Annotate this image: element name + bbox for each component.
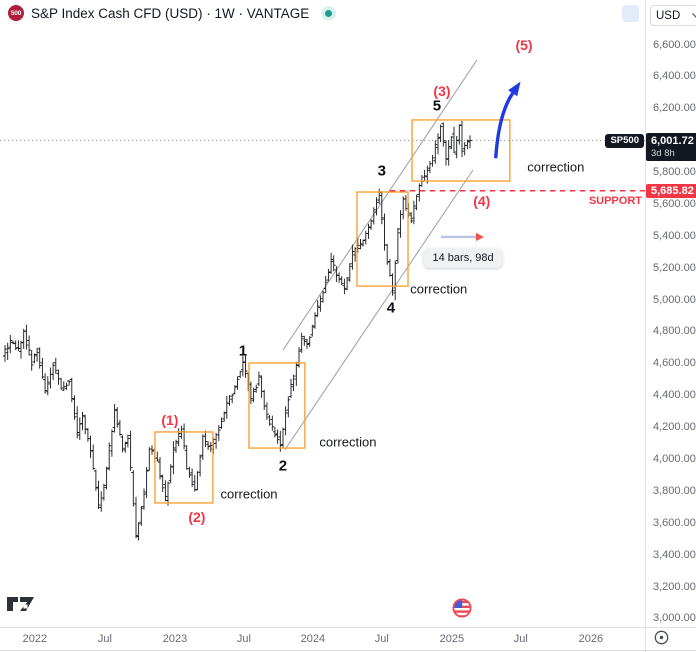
time-tick-2022: 2022 — [22, 633, 48, 645]
correction-box-correction-wave-2-circle[interactable] — [154, 431, 214, 504]
measure-tooltip: 14 bars, 98d — [423, 248, 503, 269]
time-tick-Jul: Jul — [513, 633, 528, 645]
price-tick-6600: 6,600.00 — [653, 38, 696, 51]
price-tick-4400: 4,400.00 — [653, 389, 696, 402]
price-tick-5400: 5,400.00 — [653, 229, 696, 242]
channel-line-lower[interactable] — [284, 169, 474, 451]
price-tick-3400: 3,400.00 — [653, 548, 696, 561]
time-tick-2024: 2024 — [300, 633, 326, 645]
correction-box-correction-wave-4-circle[interactable] — [411, 119, 511, 182]
price-tick-4600: 4,600.00 — [653, 357, 696, 370]
channel-line-upper[interactable] — [282, 59, 478, 351]
price-tick-3600: 3,600.00 — [653, 516, 696, 529]
price-tick-4800: 4,800.00 — [653, 325, 696, 338]
sp500-badge-icon: 500 — [8, 5, 24, 21]
time-tick-2026: 2026 — [578, 633, 604, 645]
support-annotation-text[interactable]: SUPPORT — [588, 195, 642, 207]
price-bars — [3, 120, 472, 541]
axis-separator-horizontal — [0, 627, 696, 628]
price-tick-3800: 3,800.00 — [653, 484, 696, 497]
series-symbol-pill[interactable]: SP500 — [605, 133, 644, 148]
price-tick-4200: 4,200.00 — [653, 421, 696, 434]
currency-label: USD — [656, 9, 681, 22]
correction-box-correction-wave-2[interactable] — [248, 362, 306, 449]
price-tick-5800: 5,800.00 — [653, 166, 696, 179]
price-tick-3000: 3,000.00 — [653, 612, 696, 625]
target-icon[interactable] — [653, 629, 670, 646]
axis-separator-vertical — [645, 0, 646, 652]
time-tick-Jul: Jul — [236, 633, 251, 645]
chevron-down-icon — [692, 13, 696, 18]
price-tick-5000: 5,000.00 — [653, 293, 696, 306]
impulse-arrow-head — [508, 81, 521, 97]
price-tick-5600: 5,600.00 — [653, 197, 696, 210]
us-flag-icon[interactable] — [451, 597, 473, 619]
price-tick-6400: 6,400.00 — [653, 70, 696, 83]
symbol-title[interactable]: S&P Index Cash CFD (USD) · 1W · VANTAGE — [31, 5, 310, 21]
price-tick-6200: 6,200.00 — [653, 102, 696, 115]
price-tick-4000: 4,000.00 — [653, 453, 696, 466]
bar-countdown: 3d 8h — [651, 147, 675, 159]
collapsed-toolbar-button[interactable] — [622, 5, 639, 22]
price-tick-3200: 3,200.00 — [653, 580, 696, 593]
current-price-axis-label: 6,001.72 3d 8h — [646, 132, 696, 161]
bottom-border — [0, 650, 696, 651]
impulse-arrow-shaft[interactable] — [493, 92, 515, 159]
time-tick-Jul: Jul — [374, 633, 389, 645]
symbol-header: 500 S&P Index Cash CFD (USD) · 1W · VANT… — [8, 5, 337, 21]
measure-arrow-head — [475, 232, 484, 242]
market-status-icon[interactable] — [321, 5, 337, 21]
time-tick-2025: 2025 — [439, 633, 465, 645]
time-tick-Jul: Jul — [97, 633, 112, 645]
price-chart-canvas[interactable] — [0, 0, 646, 627]
support-price-axis-label: 5,685.82 — [646, 183, 696, 198]
time-tick-2023: 2023 — [162, 633, 188, 645]
current-price-value: 6,001.72 — [651, 134, 694, 147]
currency-dropdown[interactable]: USD — [650, 5, 696, 26]
price-tick-5200: 5,200.00 — [653, 261, 696, 274]
correction-box-correction-wave-4[interactable] — [356, 191, 409, 287]
tradingview-logo-icon[interactable] — [7, 594, 37, 614]
